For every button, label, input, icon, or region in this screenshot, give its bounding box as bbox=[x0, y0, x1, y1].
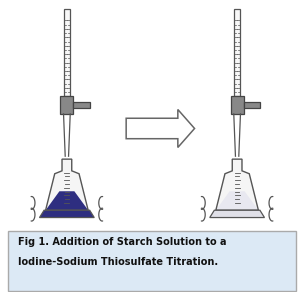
Bar bbox=[73, 102, 90, 108]
Polygon shape bbox=[216, 191, 258, 210]
Bar bbox=[234, 9, 240, 96]
Polygon shape bbox=[40, 210, 94, 218]
Bar bbox=[64, 9, 70, 96]
Text: Fig 1. Addition of Starch Solution to a: Fig 1. Addition of Starch Solution to a bbox=[18, 237, 227, 246]
Bar bbox=[244, 102, 260, 108]
Text: Iodine-Sodium Thiosulfate Titration.: Iodine-Sodium Thiosulfate Titration. bbox=[18, 257, 218, 267]
Polygon shape bbox=[46, 191, 88, 210]
Bar bbox=[60, 96, 73, 114]
Polygon shape bbox=[46, 159, 88, 210]
Bar bbox=[231, 96, 244, 114]
Polygon shape bbox=[216, 159, 258, 210]
Polygon shape bbox=[210, 210, 264, 218]
FancyBboxPatch shape bbox=[8, 231, 296, 291]
Polygon shape bbox=[126, 110, 195, 147]
